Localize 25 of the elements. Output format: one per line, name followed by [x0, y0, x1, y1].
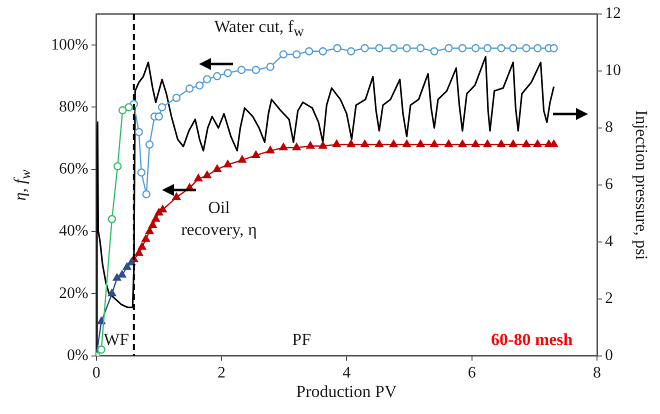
annotation: Water cut, f$_{w}$	[214, 17, 304, 42]
x-tick-label: 0	[92, 364, 100, 382]
annotation: PF	[292, 330, 312, 350]
x-axis-title: Production PV	[296, 382, 397, 402]
y-tick-label: 20%	[59, 284, 88, 302]
y2-tick-label: 8	[605, 119, 613, 136]
x-tick-label: 8	[593, 364, 601, 382]
annotation: 60-80 mesh	[491, 330, 573, 350]
annotation: WF	[104, 330, 130, 350]
y2-tick-label: 6	[605, 176, 613, 194]
y2-tick-label: 0	[605, 347, 613, 364]
y-tick-label: 100%	[51, 36, 88, 54]
x-tick-label: 6	[468, 364, 476, 382]
y2-axis-title: Injection pressure, psi	[630, 110, 651, 260]
y2-tick-label: 2	[605, 290, 613, 308]
y-tick-label: 60%	[59, 160, 88, 178]
y-tick-label: 0%	[67, 347, 88, 364]
y-tick-label: 40%	[59, 222, 88, 240]
y-tick-label: 80%	[59, 98, 88, 116]
y2-tick-label: 10	[605, 62, 621, 80]
annotation: Oil recovery, η	[180, 197, 258, 242]
y2-tick-label: 4	[605, 233, 613, 250]
x-tick-label: 2	[217, 364, 226, 382]
x-tick-label: 4	[342, 364, 351, 382]
y2-tick-label: 12	[605, 5, 621, 22]
